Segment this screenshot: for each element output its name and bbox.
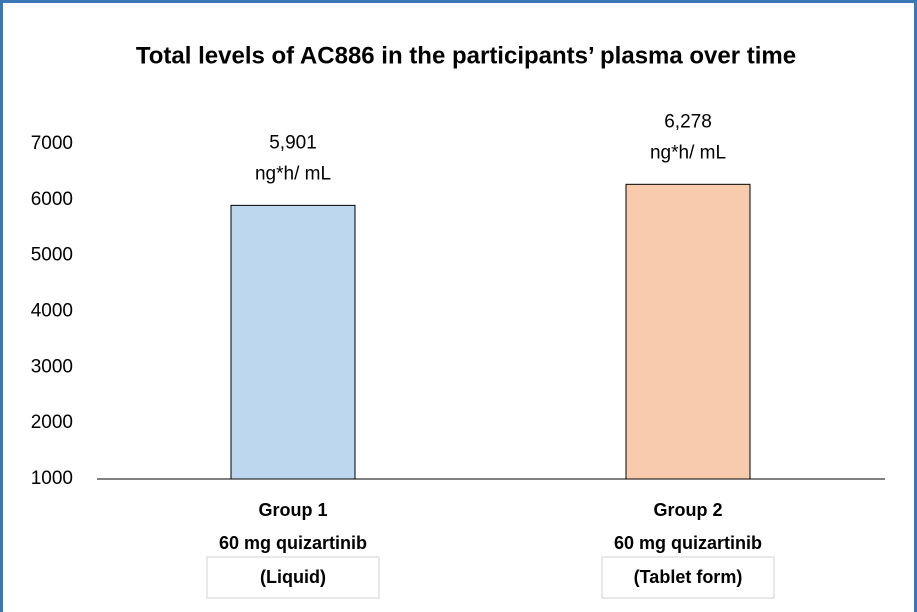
y-tick-label: 1000 [31,468,73,489]
y-tick-label: 4000 [31,301,73,322]
value-unit: ng*h/ mL [255,163,331,184]
y-tick-label: 3000 [31,356,73,377]
bar [625,183,751,480]
x-tick-sublabel: 60 mg quizartinib [614,533,762,553]
x-tick-label: Group 1 [258,500,327,520]
y-tick-label: 5000 [31,245,73,266]
note-box [601,556,775,599]
x-tick-note: (Tablet form) [634,567,743,587]
chart-title: Total levels of AC886 in the participant… [136,42,796,69]
x-tick-note: (Liquid) [260,567,326,587]
value-label: 6,278 [664,111,712,132]
x-tick-label: Group 2 [653,500,722,520]
note-box [206,556,380,599]
bar [230,204,356,480]
value-unit: ng*h/ mL [650,142,726,163]
y-tick-label: 6000 [31,189,73,210]
x-tick-sublabel: 60 mg quizartinib [219,533,367,553]
value-label: 5,901 [269,132,317,153]
y-tick-label: 7000 [31,133,73,154]
y-tick-label: 2000 [31,412,73,433]
